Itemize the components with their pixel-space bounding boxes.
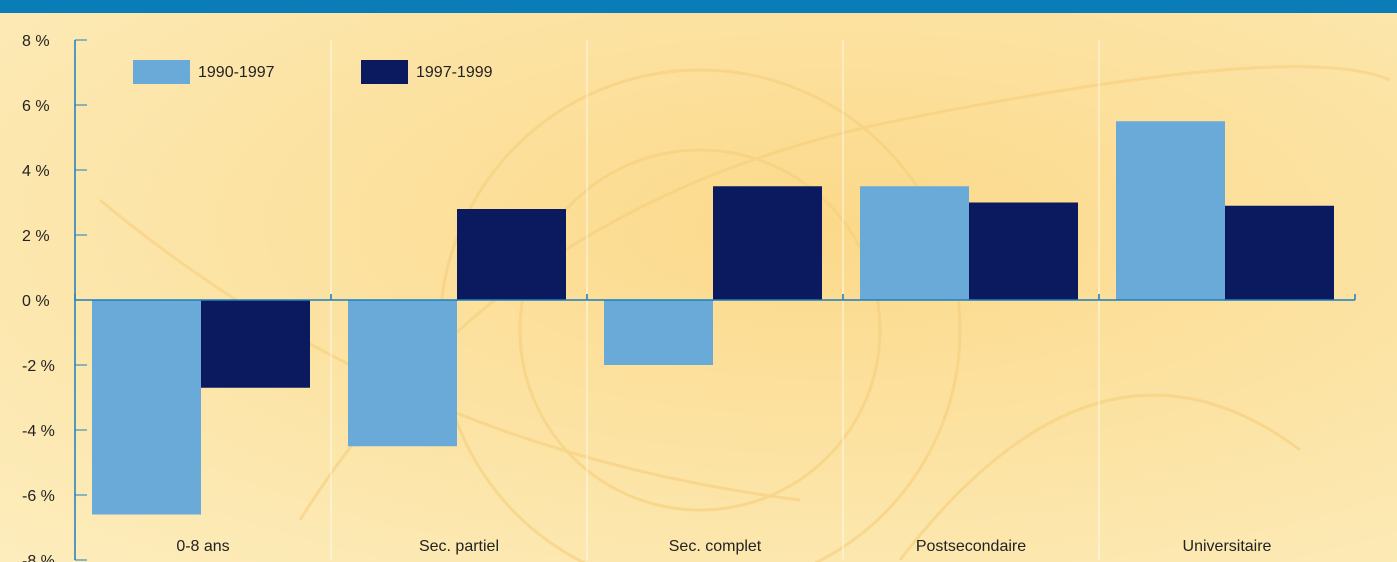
y-tick-label: -6 % (22, 488, 55, 505)
x-tick-label: Sec. partiel (419, 538, 499, 555)
legend-label: 1997-1999 (416, 64, 493, 81)
bar (92, 300, 201, 515)
legend-swatch (133, 60, 190, 84)
y-tick-label: -8 % (22, 553, 55, 562)
bar (969, 202, 1078, 300)
y-tick-label: -2 % (22, 358, 55, 375)
y-tick-label: 6 % (22, 98, 50, 115)
bar (348, 300, 457, 447)
y-tick-label: -4 % (22, 423, 55, 440)
legend-swatch (361, 60, 408, 84)
bar (201, 300, 310, 388)
y-tick-label: 8 % (22, 33, 50, 50)
header-bar (0, 0, 1397, 13)
bar (604, 300, 713, 365)
x-tick-label: 0-8 ans (176, 538, 229, 555)
y-tick-label: 4 % (22, 163, 50, 180)
bar (457, 209, 566, 300)
bar (1116, 121, 1225, 300)
x-tick-label: Sec. complet (669, 538, 762, 555)
bar (860, 186, 969, 300)
x-tick-label: Postsecondaire (916, 538, 1026, 555)
x-tick-label: Universitaire (1183, 538, 1272, 555)
bar (713, 186, 822, 300)
legend-label: 1990-1997 (198, 64, 275, 81)
y-tick-label: 0 % (22, 293, 50, 310)
bar (1225, 205, 1334, 300)
y-tick-label: 2 % (22, 228, 50, 245)
